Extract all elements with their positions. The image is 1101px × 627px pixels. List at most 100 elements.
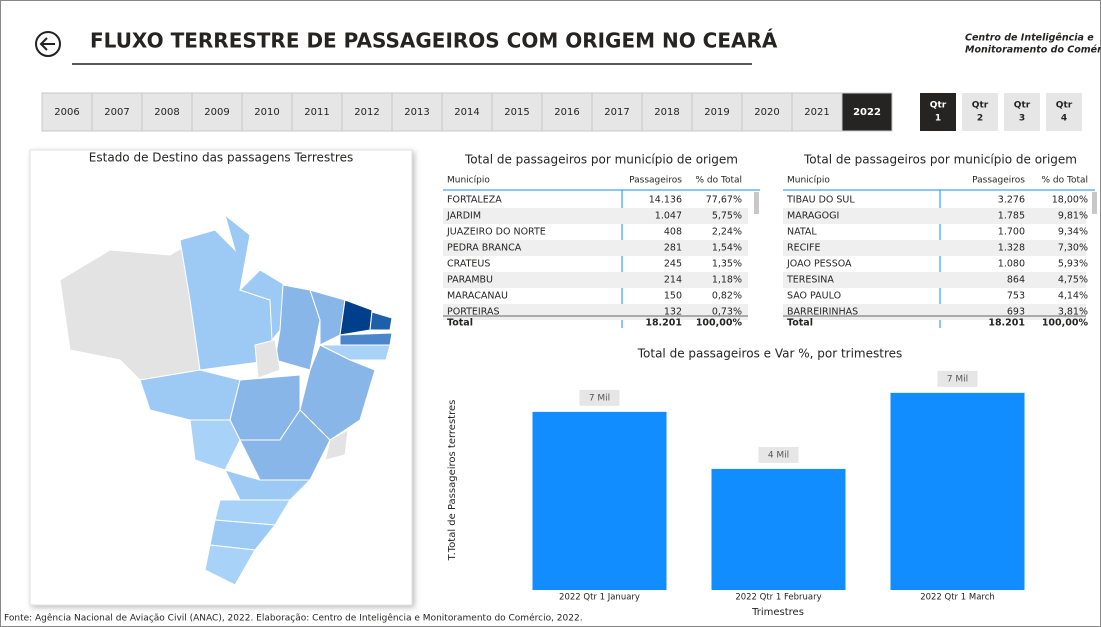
quarter-label: Qtr [1056, 101, 1073, 111]
column-header: Município [447, 176, 490, 186]
table-cell: CRATEUS [447, 259, 490, 270]
total-cell: Total [787, 318, 813, 329]
total-cell: 100,00% [696, 318, 743, 329]
x-tick-label: 2022 Qtr 1 January [559, 593, 640, 603]
data-label: 4 Mil [768, 450, 789, 460]
quarter-number: 1 [935, 114, 941, 124]
data-label-bg [937, 370, 978, 387]
map-title: Estado de Destino das passagens Terrestr… [89, 151, 353, 165]
table-title: Total de passageiros por município de or… [803, 153, 1077, 167]
table-cell: JARDIM [446, 211, 481, 222]
quarter-button[interactable] [962, 93, 998, 131]
column-header: Passageiros [972, 176, 1025, 186]
year-button[interactable] [291, 92, 343, 132]
table-cell: PARAMBU [447, 275, 493, 286]
year-button[interactable] [791, 92, 843, 132]
org-name: Monitoramento do Comércio [965, 45, 1101, 56]
table-cell: 693 [1007, 307, 1025, 318]
table-cell: SAO PAULO [787, 291, 841, 302]
total-cell: Total [447, 318, 473, 329]
year-button[interactable] [391, 92, 443, 132]
chart-title: Total de passageiros e Var %, por trimes… [637, 347, 903, 361]
year-label: 2017 [604, 107, 629, 118]
table-cell: BARREIRINHAS [787, 307, 858, 318]
total-cell: 18.201 [988, 318, 1025, 329]
data-label-bg [579, 389, 620, 406]
year-button[interactable] [841, 92, 893, 132]
row-band [443, 240, 748, 256]
bar [890, 392, 1025, 590]
year-button[interactable] [491, 92, 543, 132]
year-label: 2008 [154, 107, 179, 118]
table-cell: 1,35% [712, 259, 742, 270]
table-cell: 408 [664, 227, 682, 238]
row-band [443, 272, 748, 288]
bar [532, 411, 667, 590]
year-button[interactable] [141, 92, 193, 132]
table-cell: TIBAU DO SUL [786, 195, 855, 206]
table-cell: 132 [664, 307, 682, 318]
bar [711, 468, 846, 590]
table-cell: 14.136 [649, 195, 682, 206]
table-cell: 1.700 [998, 227, 1025, 238]
year-button[interactable] [591, 92, 643, 132]
quarter-number: 2 [977, 114, 983, 124]
table-cell: 18,00% [1052, 195, 1088, 206]
table-cell: 281 [664, 243, 682, 254]
data-label: 7 Mil [589, 393, 610, 403]
quarter-button[interactable] [1004, 93, 1040, 131]
year-label: 2011 [304, 107, 329, 118]
quarter-button[interactable] [920, 93, 956, 131]
year-button[interactable] [641, 92, 693, 132]
year-button[interactable] [241, 92, 293, 132]
scrollbar[interactable] [1092, 192, 1097, 214]
table-cell: FORTALEZA [447, 195, 502, 206]
footer: Fonte: Agência Nacional de Aviação Civil… [4, 613, 583, 624]
year-button[interactable] [191, 92, 243, 132]
table-cell: 245 [664, 259, 682, 270]
table-cell: PORTEIRAS [447, 307, 499, 318]
table-cell: MARACANAU [447, 291, 508, 302]
table-cell: 4,14% [1058, 291, 1088, 302]
quarter-number: 4 [1061, 114, 1067, 124]
scrollbar[interactable] [754, 192, 759, 214]
table-cell: 3,81% [1058, 307, 1088, 318]
year-button[interactable] [341, 92, 393, 132]
quarter-label: Qtr [1014, 101, 1031, 111]
year-button[interactable] [441, 92, 493, 132]
row-band [443, 208, 748, 224]
year-label: 2014 [454, 107, 479, 118]
table-cell: 5,93% [1058, 259, 1088, 270]
year-button[interactable] [691, 92, 743, 132]
table-cell: 2,24% [712, 227, 742, 238]
year-label: 2022 [853, 107, 881, 118]
total-cell: 100,00% [1042, 318, 1089, 329]
year-button[interactable] [541, 92, 593, 132]
quarter-label: Qtr [972, 101, 989, 111]
year-label: 2015 [504, 107, 529, 118]
total-cell: 18.201 [645, 318, 682, 329]
table-cell: PEDRA BRANCA [447, 243, 522, 254]
table-cell: RECIFE [787, 243, 821, 254]
year-button[interactable] [41, 92, 93, 132]
table-title: Total de passageiros por município de or… [464, 153, 738, 167]
x-axis-label: Trimestres [751, 607, 804, 618]
table-cell: 5,75% [712, 211, 742, 222]
y-axis-label: T.Total de Passageiros terrestres [447, 400, 458, 562]
table-cell: 1.328 [998, 243, 1025, 254]
year-label: 2018 [654, 107, 679, 118]
back-button[interactable] [35, 31, 61, 57]
table-cell: 1.785 [998, 211, 1025, 222]
quarter-button[interactable] [1046, 93, 1082, 131]
row-band [783, 240, 1086, 256]
table-cell: NATAL [787, 227, 817, 238]
table-cell: MARAGOGI [787, 211, 839, 222]
table-cell: JOAO PESSOA [786, 259, 852, 270]
table-cell: 7,30% [1058, 243, 1088, 254]
year-label: 2007 [104, 107, 129, 118]
year-button[interactable] [91, 92, 143, 132]
x-tick-label: 2022 Qtr 1 March [920, 593, 995, 603]
column-header: % do Total [695, 176, 742, 186]
year-label: 2010 [254, 107, 279, 118]
